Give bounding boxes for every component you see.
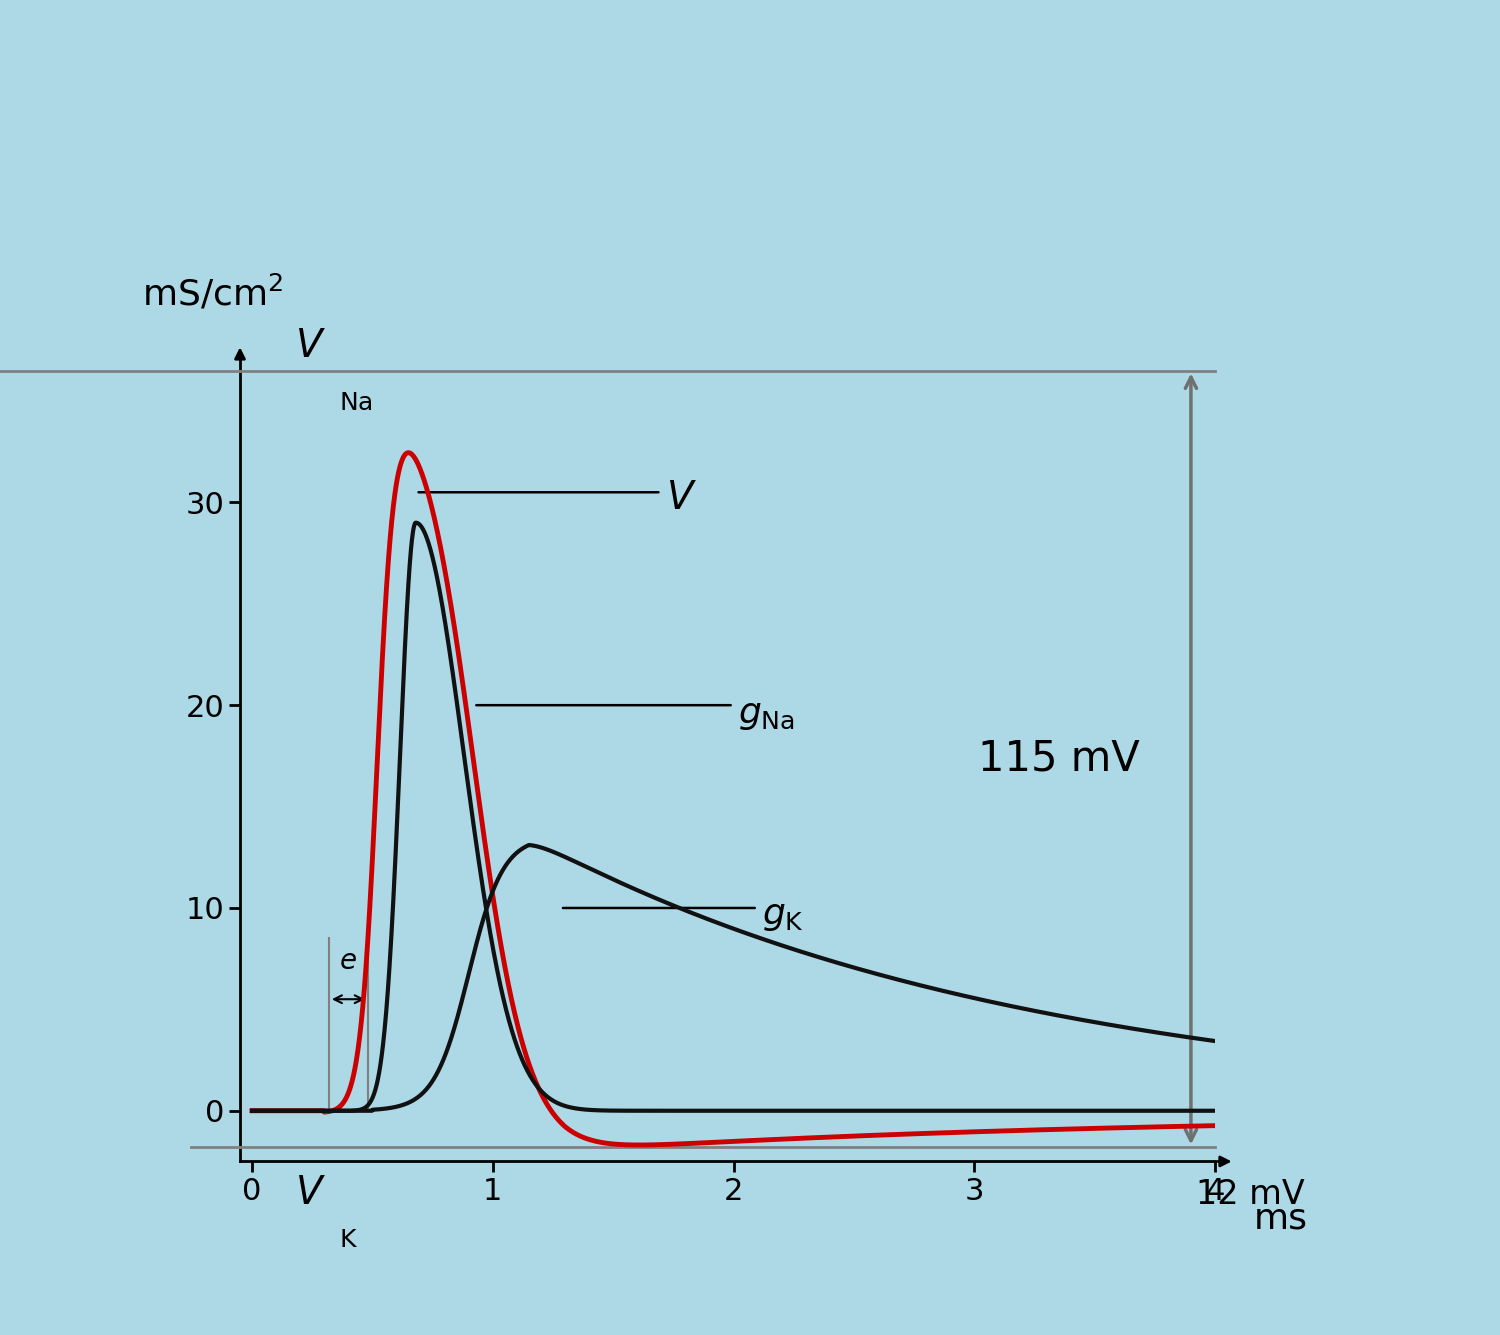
Text: 115 mV: 115 mV	[978, 738, 1140, 780]
Text: $\mathit{g}_{\mathrm{Na}}$: $\mathit{g}_{\mathrm{Na}}$	[738, 698, 795, 733]
Text: ms: ms	[1254, 1202, 1308, 1235]
Text: $\mathit{V}$: $\mathit{V}$	[296, 1175, 326, 1212]
Text: 12 mV: 12 mV	[1196, 1177, 1305, 1211]
Text: mS/cm$^2$: mS/cm$^2$	[142, 274, 284, 312]
Text: $\mathrm{K}$: $\mathrm{K}$	[339, 1228, 357, 1252]
Text: e: e	[340, 947, 357, 975]
Text: $\mathit{V}$: $\mathit{V}$	[666, 479, 698, 518]
Text: $\mathit{g}_{\mathrm{K}}$: $\mathit{g}_{\mathrm{K}}$	[762, 898, 804, 933]
Text: $\mathit{V}$: $\mathit{V}$	[296, 327, 326, 364]
Text: $\mathrm{Na}$: $\mathrm{Na}$	[339, 391, 372, 415]
